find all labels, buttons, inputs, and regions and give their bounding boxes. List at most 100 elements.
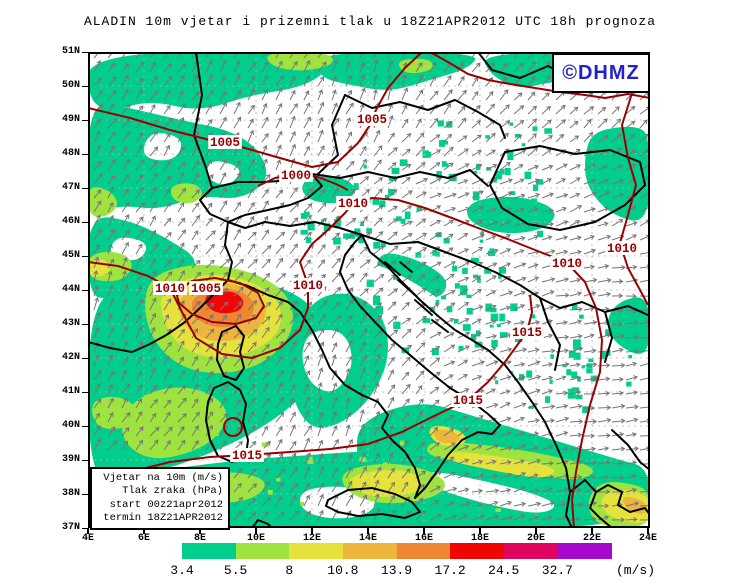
isobar-label-chip xyxy=(189,281,223,295)
axis-tick-lat xyxy=(82,527,88,529)
axis-tick-lon xyxy=(535,528,537,534)
axis-label-lat: 44N xyxy=(61,284,80,295)
isobar-label: 1010 xyxy=(552,257,582,271)
axis-tick-lon xyxy=(311,528,313,534)
axis-label-lon: 8E xyxy=(193,533,206,544)
axis-label-lat: 43N xyxy=(61,318,80,329)
legend-line-pressure: Tlak zraka (hPa) xyxy=(122,485,223,497)
colorbar-tick-label: 3.4 xyxy=(170,563,194,578)
axis-label-lon: 4E xyxy=(81,533,94,544)
axis-label-lat: 49N xyxy=(61,114,80,125)
axis-label-lat: 41N xyxy=(61,386,80,397)
isobar-label-chip xyxy=(451,393,485,407)
colorbar-tick-label: 13.9 xyxy=(380,563,413,578)
isobar-label-chip xyxy=(550,256,584,270)
axis-tick-lon xyxy=(591,528,593,534)
colorbar-swatch xyxy=(450,543,505,559)
axis-tick-lat xyxy=(82,289,88,291)
isobar-label: 1015 xyxy=(453,394,483,408)
wind-vector-arrows xyxy=(93,52,650,523)
axis-label-lat: 38N xyxy=(61,488,80,499)
axis-tick-lon xyxy=(143,528,145,534)
axis-label-lat: 48N xyxy=(61,148,80,159)
isobar-label: 1005 xyxy=(357,113,387,127)
axis-label-lat: 40N xyxy=(61,420,80,431)
colorbar-swatch xyxy=(396,543,451,559)
axis-tick-lat xyxy=(82,153,88,155)
colorbar-tick-label: 17.2 xyxy=(434,563,466,578)
map-area: 1005 1005 1000 1010 1005 1010 1010 1010 1010 1015… xyxy=(88,52,650,528)
colorbar-tick-label: 10.8 xyxy=(327,563,359,578)
legend-line-start: start 00z21apr2012 xyxy=(109,498,223,511)
axis-label-lon: 22E xyxy=(582,533,601,544)
axis-tick-lon xyxy=(255,528,257,534)
legend-line-termin: termin 18Z21APR2012 xyxy=(103,512,223,524)
isobar-label-chip xyxy=(279,168,313,182)
axis-tick-lat xyxy=(82,357,88,359)
colorbar-tick-label: 5.5 xyxy=(223,563,248,578)
axis-label-lat: 50N xyxy=(61,80,80,91)
axis-tick-lat xyxy=(82,85,88,87)
isobar-label: 1015 xyxy=(232,449,262,463)
isobar-label-chip xyxy=(355,112,389,126)
axis-label-lat: 51N xyxy=(61,46,80,57)
colorbar-swatch xyxy=(289,543,344,559)
axis-tick-lat xyxy=(82,391,88,393)
axis-label-lon: 18E xyxy=(470,533,489,544)
isobar-label: 1010 xyxy=(338,197,368,211)
colorbar-swatch xyxy=(182,543,237,559)
axis-label-lat: 37N xyxy=(61,522,80,533)
axis-label-lon: 24E xyxy=(638,533,657,544)
axis-tick-lon xyxy=(647,528,649,534)
axis-tick-lat xyxy=(82,425,88,427)
page-title: ALADIN 10m vjetar i prizemni tlak u 18Z2… xyxy=(83,14,657,29)
isobar-label-chip xyxy=(208,135,242,149)
isobar-label: 1000 xyxy=(281,169,311,183)
colorbar-tick-label: 8 xyxy=(285,563,294,578)
axis-tick-lat xyxy=(82,323,88,325)
isobar-label: 1010 xyxy=(607,242,637,256)
map-canvas: 1005 1005 1000 1010 1005 1010 1010 1010 1010 1015… xyxy=(88,52,650,528)
axis-tick-lat xyxy=(82,51,88,53)
isobar-label: 1015 xyxy=(512,326,542,340)
axis-tick-lat xyxy=(82,187,88,189)
axis-label-lon: 10E xyxy=(246,533,265,544)
colorbar-swatch xyxy=(557,543,612,559)
axis-label-lon: 20E xyxy=(526,533,545,544)
isobar-label: 1005 xyxy=(210,136,240,150)
colorbar-swatch xyxy=(503,543,558,559)
colorbar-tick-label: 32.7 xyxy=(541,563,573,578)
axis-label-lat: 46N xyxy=(61,216,80,227)
axis-tick-lat xyxy=(82,493,88,495)
axis-tick-lon xyxy=(87,528,89,534)
axis-label-lat: 42N xyxy=(61,352,80,363)
legend-line-wind: Vjetar na 10m (m/s) xyxy=(103,471,223,484)
map-layers: 1005 1005 1000 1010 1005 1010 1010 1010 1010 1015… xyxy=(88,52,650,528)
legend-box: Vjetar na 10m (m/s) Tlak zraka (hPa) sta… xyxy=(90,467,230,530)
watermark-box: ©DHMZ xyxy=(552,53,650,93)
isobar-label: 1010 xyxy=(155,282,185,296)
axis-label-lon: 14E xyxy=(358,533,377,544)
isobar-label-chip xyxy=(230,448,264,462)
colorbar-swatch xyxy=(342,543,397,559)
axis-label-lon: 16E xyxy=(414,533,433,544)
axis-tick-lat xyxy=(82,119,88,121)
isobar-label-chip xyxy=(153,281,187,295)
colorbar-unit: (m/s) xyxy=(616,563,656,578)
axis-tick-lon xyxy=(199,528,201,534)
isobar-label-chip xyxy=(510,325,544,339)
axis-tick-lon xyxy=(367,528,369,534)
axis-label-lat: 47N xyxy=(61,182,80,193)
isobar-label-chip xyxy=(291,278,325,292)
axis-label-lon: 6E xyxy=(137,533,150,544)
dhmz-watermark: ©DHMZ xyxy=(562,61,640,84)
isobar-label-chip xyxy=(336,196,370,210)
colorbar-swatch xyxy=(235,543,290,559)
isobar-label: 1010 xyxy=(293,279,323,293)
isobar-labels: 1005 1005 1000 1010 1005 1010 1010 1010 1010 1015… xyxy=(153,112,639,463)
axis-tick-lon xyxy=(479,528,481,534)
axis-label-lat: 45N xyxy=(61,250,80,261)
axis-tick-lon xyxy=(423,528,425,534)
colorbar-tick-label: 24.5 xyxy=(488,563,520,578)
